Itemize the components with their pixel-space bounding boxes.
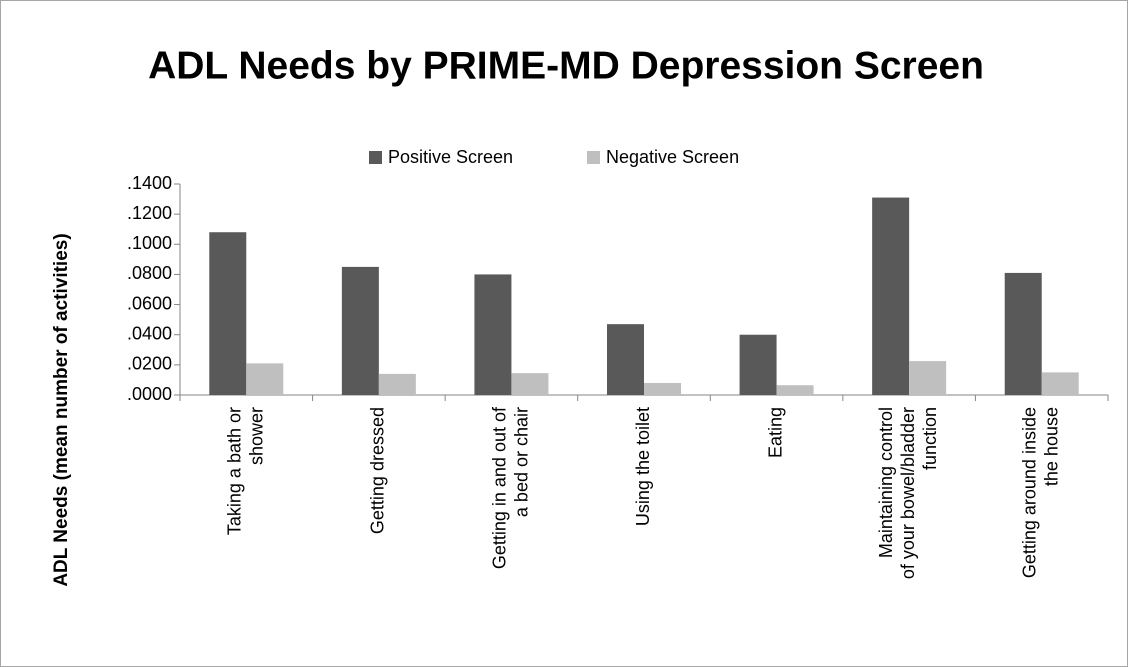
y-tick-label: .0000: [127, 384, 172, 404]
legend-label: Positive Screen: [388, 147, 513, 167]
x-tick-label: Getting around inside the house: [1019, 407, 1061, 578]
x-tick-label: Eating: [765, 407, 785, 458]
legend-swatch: [587, 151, 600, 164]
y-tick-label: .1000: [127, 233, 172, 253]
bar: [909, 361, 947, 395]
bar: [209, 232, 247, 395]
y-tick-label: .1200: [127, 203, 172, 223]
chart-title: ADL Needs by PRIME-MD Depression Screen: [148, 44, 984, 87]
legend-swatch: [369, 151, 382, 164]
bar: [341, 266, 379, 395]
x-tick-label: Getting in and out of a bed or chair: [489, 406, 531, 569]
y-axis-label: ADL Needs (mean number of activities): [51, 233, 72, 586]
y-tick-label: .0800: [127, 263, 172, 283]
y-tick-label: .1400: [127, 173, 172, 193]
x-tick-label: Maintaining control of your bowel/bladder…: [876, 407, 940, 579]
bar: [511, 373, 549, 395]
x-tick-label: Taking a bath or shower: [224, 407, 266, 535]
bar: [474, 274, 512, 395]
bar: [1004, 272, 1042, 395]
bar: [776, 385, 814, 395]
bar: [1041, 372, 1079, 395]
x-tick-label: Using the toilet: [633, 407, 653, 526]
bar: [246, 363, 284, 395]
y-tick-label: .0200: [127, 354, 172, 374]
bar: [378, 373, 416, 395]
y-tick-label: .0600: [127, 293, 172, 313]
legend-label: Negative Screen: [606, 147, 739, 167]
bar: [739, 334, 777, 395]
bar: [644, 382, 681, 395]
bar: [607, 324, 644, 395]
y-tick-label: .0400: [127, 323, 172, 343]
bar: [872, 197, 910, 395]
x-tick-label: Getting dressed: [368, 407, 388, 534]
